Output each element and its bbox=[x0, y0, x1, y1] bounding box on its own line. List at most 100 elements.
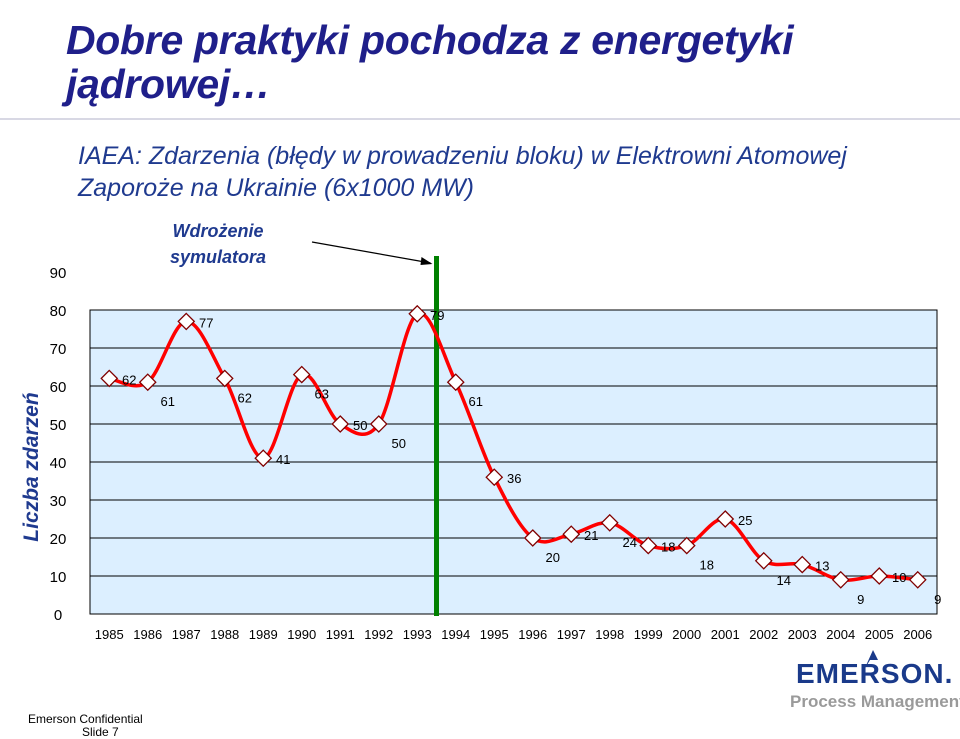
slide-title: Dobre praktyki pochodza z energetyki jąd… bbox=[66, 17, 794, 107]
data-point bbox=[754, 551, 773, 570]
x-tick-label: 1986 bbox=[133, 627, 162, 642]
y-tick-label: 90 bbox=[50, 265, 67, 282]
data-point bbox=[600, 513, 619, 532]
x-tick-label: 2004 bbox=[826, 627, 855, 642]
data-point bbox=[408, 304, 427, 323]
data-point bbox=[793, 555, 812, 574]
data-label: 13 bbox=[815, 559, 829, 574]
x-tick-label: 2002 bbox=[749, 627, 778, 642]
annotation-arrowhead bbox=[420, 257, 433, 265]
data-label: 36 bbox=[507, 471, 521, 486]
data-point bbox=[331, 415, 350, 433]
x-tick-labels: 1985 1986 1987 1988 1989 1990 1991 1992 1993 1994… bbox=[95, 627, 932, 642]
data-point bbox=[870, 567, 889, 585]
data-label: 61 bbox=[469, 394, 483, 409]
data-point bbox=[369, 415, 388, 433]
x-tick-label: 1999 bbox=[634, 627, 663, 642]
logo-emblem-icon bbox=[864, 650, 878, 670]
data-label: 20 bbox=[546, 550, 560, 565]
data-label: 24 bbox=[623, 535, 637, 550]
x-tick-label: 2006 bbox=[903, 627, 932, 642]
data-label: 21 bbox=[584, 528, 598, 543]
data-label: 79 bbox=[430, 308, 444, 323]
x-tick-label: 1985 bbox=[95, 627, 124, 642]
y-tick-label: 60 bbox=[50, 379, 67, 396]
data-labels: 62 61 77 62 41 63 50 50 79 61 36 20 21 24 18 18 25 14 13 9 1… bbox=[122, 308, 941, 607]
y-tick-label: 70 bbox=[50, 341, 67, 358]
data-label: 62 bbox=[122, 372, 136, 387]
y-tick-label: 30 bbox=[50, 493, 67, 510]
subtitle-line-1: IAEA: Zdarzenia (błędy w prowadzeniu blo… bbox=[78, 142, 847, 170]
data-label: 50 bbox=[353, 418, 367, 433]
footer-slide-number: Slide 7 bbox=[82, 725, 119, 739]
x-tick-label: 2000 bbox=[672, 627, 701, 642]
x-tick-label: 1989 bbox=[249, 627, 278, 642]
data-point bbox=[485, 468, 504, 487]
y-tick-label: 50 bbox=[50, 417, 67, 434]
y-tick-label: 20 bbox=[50, 531, 67, 548]
y-tick-label: 40 bbox=[50, 455, 67, 472]
data-point bbox=[716, 510, 735, 528]
data-point bbox=[831, 570, 850, 589]
data-label: 61 bbox=[161, 394, 175, 409]
data-label: 9 bbox=[934, 592, 941, 607]
data-point bbox=[292, 365, 311, 384]
implementation-annotation: Wdrożenie bbox=[172, 221, 263, 241]
x-tick-label: 2003 bbox=[788, 627, 817, 642]
y-tick-label: 80 bbox=[50, 303, 67, 320]
x-tick-label: 1990 bbox=[287, 627, 316, 642]
data-label: 50 bbox=[392, 436, 406, 451]
implementation-marker: Wdrożenie symulatora bbox=[170, 221, 439, 616]
title-divider bbox=[0, 118, 960, 120]
data-point bbox=[138, 373, 157, 392]
data-label: 77 bbox=[199, 315, 213, 330]
x-tick-label: 1998 bbox=[595, 627, 624, 642]
data-point bbox=[215, 369, 234, 388]
data-label: 14 bbox=[777, 573, 791, 588]
data-point bbox=[677, 536, 696, 555]
implementation-annotation-line-2: symulatora bbox=[170, 247, 266, 267]
gridlines bbox=[90, 309, 937, 577]
data-points bbox=[100, 304, 927, 589]
data-point bbox=[523, 529, 542, 547]
data-label: 63 bbox=[315, 387, 329, 402]
x-tick-label: 1988 bbox=[210, 627, 239, 642]
y-tick-label: 10 bbox=[50, 569, 67, 586]
y-tick-label: 0 bbox=[54, 607, 62, 624]
data-label: 18 bbox=[661, 540, 675, 555]
x-tick-label: 1992 bbox=[364, 627, 393, 642]
data-label: 18 bbox=[700, 558, 714, 573]
data-point bbox=[100, 369, 119, 388]
y-tick-labels: 0 10 20 30 40 50 60 70 80 90 bbox=[50, 265, 67, 624]
x-tick-label: 1994 bbox=[441, 627, 470, 642]
data-point bbox=[908, 570, 927, 589]
data-label: 62 bbox=[238, 390, 252, 405]
x-tick-label: 1997 bbox=[557, 627, 586, 642]
emerson-logo: EMERSON. Process Management bbox=[788, 650, 960, 712]
subtitle-line-2: Zaporoże na Ukrainie (6x1000 MW) bbox=[78, 174, 474, 202]
y-axis-label-group: Liczba zdarzeń bbox=[20, 392, 43, 541]
x-tick-label: 1993 bbox=[403, 627, 432, 642]
x-tick-label: 1995 bbox=[480, 627, 509, 642]
x-tick-label: 2005 bbox=[865, 627, 894, 642]
logo-subtext: Process Management bbox=[790, 692, 960, 711]
data-point bbox=[254, 449, 273, 468]
data-label: 41 bbox=[276, 452, 290, 467]
data-point bbox=[177, 312, 196, 331]
x-tick-label: 1991 bbox=[326, 627, 355, 642]
data-point bbox=[562, 525, 581, 544]
data-point bbox=[446, 373, 465, 392]
footer-confidential: Emerson Confidential bbox=[28, 712, 143, 726]
data-label: 10 bbox=[892, 570, 906, 585]
x-tick-label: 1996 bbox=[518, 627, 547, 642]
annotation-arrow bbox=[311, 241, 431, 264]
x-tick-label: 2001 bbox=[711, 627, 740, 642]
data-label: 9 bbox=[857, 592, 864, 607]
slide-subtitle: IAEA: Zdarzenia (błędy w prowadzeniu blo… bbox=[78, 140, 847, 204]
y-axis-label: Liczba zdarzeń bbox=[20, 392, 43, 541]
logo-wordmark: EMERSON. bbox=[796, 658, 954, 689]
data-point bbox=[639, 536, 658, 555]
x-tick-label: 1987 bbox=[172, 627, 201, 642]
data-label: 25 bbox=[738, 513, 752, 528]
